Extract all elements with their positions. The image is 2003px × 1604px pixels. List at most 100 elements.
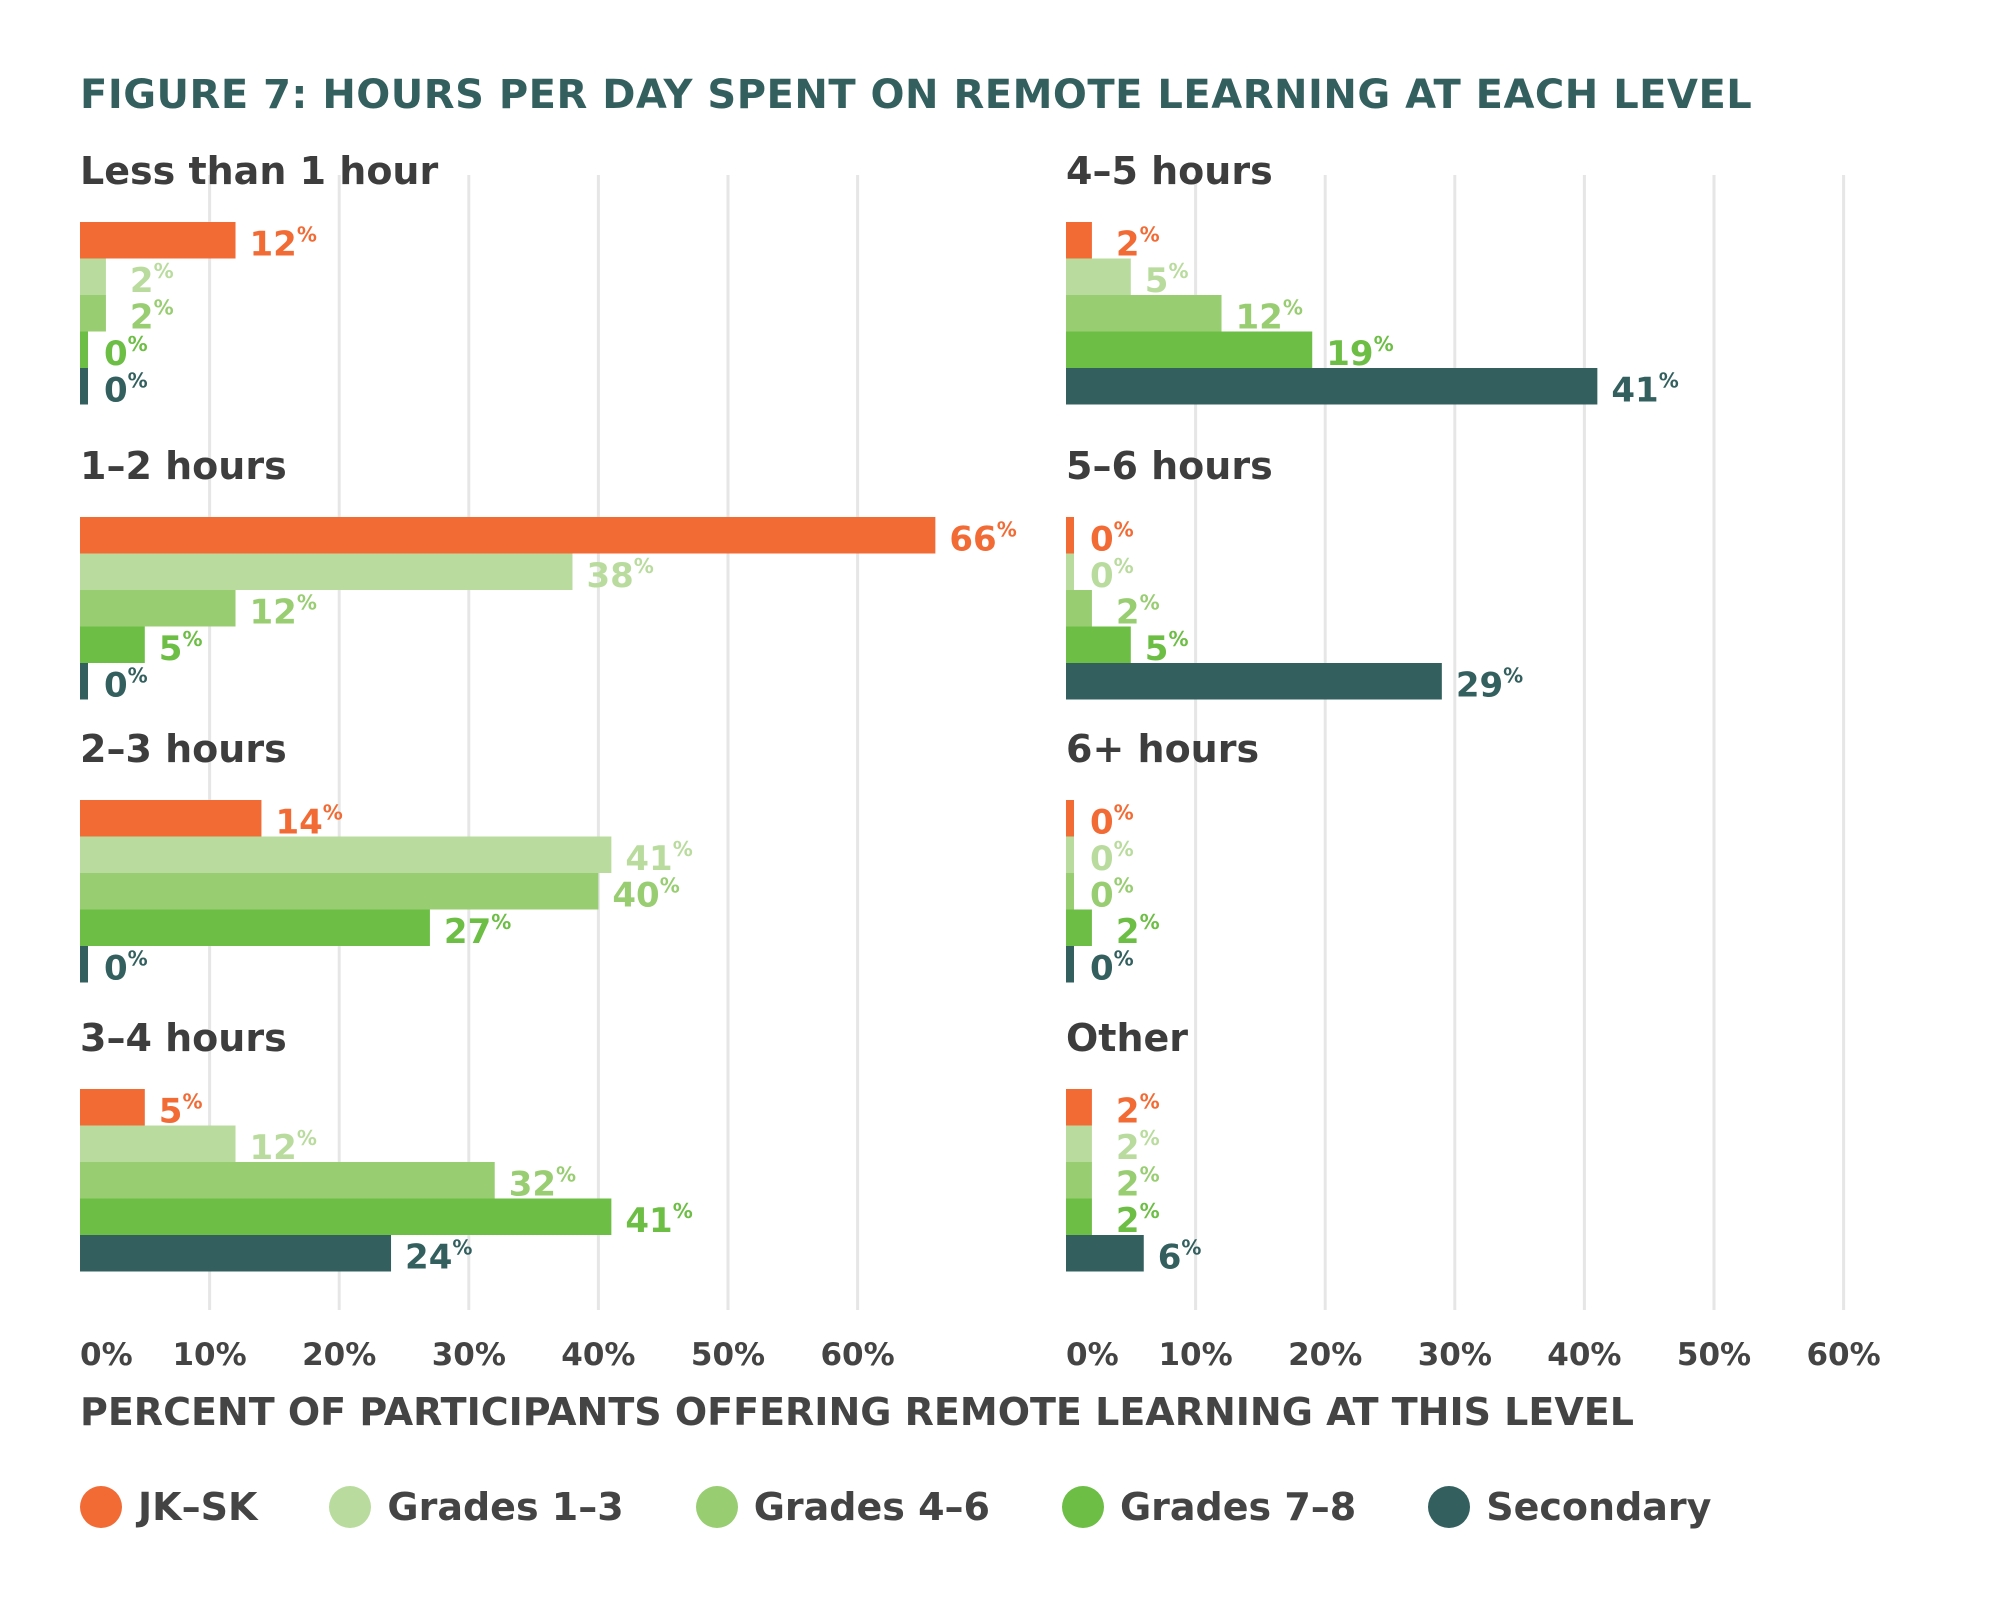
bar: [80, 590, 236, 627]
data-label: 0%: [104, 369, 148, 411]
legend-swatch: [1061, 1486, 1104, 1528]
data-label: 0%: [1090, 874, 1134, 916]
legend-label: Grades 7–8: [1119, 1485, 1357, 1529]
panel-title: Other: [1066, 1016, 1188, 1060]
data-label: 32%: [509, 1163, 576, 1205]
legend-label: JK–SK: [138, 1485, 258, 1529]
bar: [1066, 368, 1598, 405]
panel-title: 4–5 hours: [1066, 149, 1273, 193]
legend-label: Secondary: [1486, 1485, 1712, 1529]
legend-label: Grades 4–6: [753, 1485, 990, 1529]
bar: [1066, 626, 1131, 663]
x-tick-label: 40%: [561, 1337, 635, 1373]
legend-item-grades-7-8: Grades 7–8: [1061, 1485, 1357, 1529]
panel-title: 3–4 hours: [80, 1016, 287, 1060]
data-label: 5%: [159, 1090, 203, 1132]
data-label: 19%: [1326, 332, 1393, 374]
bar: [1066, 836, 1074, 873]
data-label: 2%: [1116, 910, 1160, 952]
data-label: 0%: [1090, 554, 1134, 596]
legend-item-secondary: Secondary: [1428, 1485, 1711, 1529]
data-label: 2%: [130, 296, 174, 338]
data-label: 2%: [1116, 1090, 1160, 1132]
bar: [1066, 873, 1074, 910]
data-label: 2%: [1116, 223, 1160, 265]
data-label: 5%: [159, 627, 203, 669]
bar: [1066, 331, 1313, 368]
data-label: 14%: [275, 801, 342, 843]
data-label: 41%: [625, 1199, 692, 1241]
data-label: 12%: [250, 1126, 317, 1168]
bar: [1066, 663, 1442, 700]
bar: [1066, 517, 1074, 554]
data-label: 2%: [130, 259, 174, 301]
data-label: 40%: [612, 874, 679, 916]
legend-swatch: [329, 1486, 372, 1528]
bar: [80, 1162, 495, 1199]
bar: [80, 517, 936, 554]
legend-swatch: [695, 1486, 738, 1528]
x-tick-label: 0%: [1066, 1337, 1119, 1373]
data-label: 2%: [1116, 1199, 1160, 1241]
legend-label: Grades 1–3: [387, 1485, 624, 1529]
data-label: 12%: [250, 223, 317, 265]
data-label: 2%: [1116, 1126, 1160, 1168]
data-label: 0%: [1090, 947, 1134, 989]
bar: [1066, 800, 1074, 837]
bar: [80, 1198, 612, 1235]
chart-title: FIGURE 7: HOURS PER DAY SPENT ON REMOTE …: [80, 72, 1753, 118]
bar: [80, 295, 106, 332]
x-tick-label: 10%: [1158, 1337, 1232, 1373]
data-label: 12%: [1236, 296, 1303, 338]
legend-item-jk-sk: JK–SK: [80, 1485, 257, 1529]
bar: [80, 331, 88, 368]
legend-item-grades-1-3: Grades 1–3: [329, 1485, 624, 1529]
bar: [1066, 1198, 1092, 1235]
panel-title: 2–3 hours: [80, 727, 287, 771]
legend-swatch: [1428, 1486, 1471, 1528]
data-label: 41%: [625, 837, 692, 879]
panel-title: 5–6 hours: [1066, 444, 1273, 488]
data-label: 12%: [250, 591, 317, 633]
panel-title: 1–2 hours: [80, 444, 287, 488]
x-tick-label: 50%: [691, 1337, 765, 1373]
x-tick-label: 40%: [1547, 1337, 1621, 1373]
bar: [80, 1125, 236, 1162]
data-label: 6%: [1158, 1236, 1202, 1278]
x-tick-label: 0%: [80, 1337, 133, 1373]
bar: [1066, 1235, 1144, 1272]
bar: [80, 873, 599, 910]
bar: [80, 909, 430, 946]
bar: [80, 946, 88, 983]
data-label: 5%: [1145, 627, 1189, 669]
x-tick-label: 20%: [302, 1337, 376, 1373]
bar: [1066, 590, 1092, 627]
x-tick-label: 50%: [1677, 1337, 1751, 1373]
bar: [1066, 222, 1092, 259]
data-label: 27%: [444, 910, 511, 952]
bar: [80, 553, 573, 590]
x-tick-label: 30%: [1418, 1337, 1492, 1373]
x-tick-label: 20%: [1288, 1337, 1362, 1373]
bar: [1066, 258, 1131, 295]
bar: [80, 258, 106, 295]
bar: [80, 222, 236, 259]
bar: [80, 1089, 145, 1126]
x-tick-label: 10%: [172, 1337, 246, 1373]
x-axis-title: PERCENT OF PARTICIPANTS OFFERING REMOTE …: [80, 1390, 1634, 1434]
data-label: 41%: [1611, 369, 1678, 411]
bar: [1066, 1125, 1092, 1162]
bar: [1066, 1089, 1092, 1126]
bar: [80, 663, 88, 700]
bar: [1066, 553, 1074, 590]
bar: [1066, 909, 1092, 946]
panel-title: 6+ hours: [1066, 727, 1259, 771]
data-label: 0%: [1090, 837, 1134, 879]
bar: [1066, 295, 1222, 332]
bar: [80, 368, 88, 405]
data-label: 0%: [104, 947, 148, 989]
data-label: 0%: [1090, 518, 1134, 560]
bar: [1066, 946, 1074, 983]
data-label: 38%: [586, 554, 653, 596]
data-label: 29%: [1456, 664, 1523, 706]
